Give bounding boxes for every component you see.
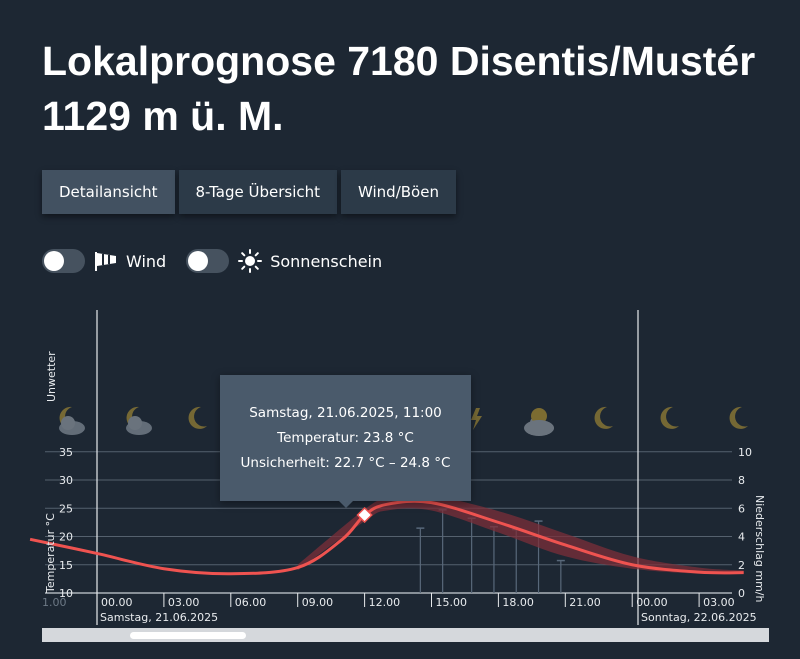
x-tick-label: 12.00 [369, 596, 401, 609]
chart-tooltip: Samstag, 21.06.2025, 11:00 Temperatur: 2… [220, 375, 471, 501]
right-tick-label: 6 [738, 502, 745, 515]
partly-cloudy-night-icon [59, 406, 85, 435]
temperature-line [29, 499, 744, 576]
right-tick-label: 2 [738, 559, 745, 572]
sun-toggle-knob [188, 251, 209, 271]
highlight-marker [356, 506, 373, 524]
page-title-line1: Lokalprognose 7180 Disentis/Mustér [42, 38, 756, 84]
partly-cloudy-icon [524, 408, 554, 436]
page-title-line2: 1129 m ü. M. [42, 93, 284, 139]
page-title: Lokalprognose 7180 Disentis/Mustér 1129 … [42, 34, 755, 144]
chart-labels: Unwetter Temperatur °C Niederschlag mm/h [44, 351, 766, 603]
day-label: Sonntag, 22.06.2025 [641, 611, 757, 624]
tooltip-arrow [338, 500, 354, 508]
left-tick-label: 20 [59, 531, 73, 544]
temperature-series [29, 499, 744, 576]
temperature-axis-label: Temperatur °C [44, 513, 57, 594]
moon-icon [594, 406, 613, 429]
wind-toggle[interactable] [42, 249, 85, 273]
left-tick-label: 30 [59, 474, 73, 487]
sun-toggle-label: Sonnenschein [270, 251, 383, 271]
scrollbar-thumb[interactable] [130, 632, 246, 639]
precipitation-axis-label: Niederschlag mm/h [753, 495, 766, 602]
wind-toggle-label: Wind [126, 251, 167, 271]
x-tick-label: 03.00 [168, 596, 200, 609]
x-tick-label: 03.00 [703, 596, 735, 609]
left-tick-label: 15 [59, 559, 73, 572]
weather-icons [59, 406, 748, 436]
x-tick-label: 06.00 [235, 596, 266, 609]
uncertainty-area [297, 495, 744, 575]
chart-toggles: Wind Sonnenschein [42, 249, 402, 273]
tab-detailansicht[interactable]: Detailansicht [42, 170, 175, 214]
x-tick-label: 15.00 [436, 596, 468, 609]
left-tick-label: 10 [59, 587, 73, 600]
right-tick-label: 10 [738, 446, 752, 459]
tab-8-tage-uebersicht[interactable]: 8-Tage Übersicht [178, 170, 337, 214]
moon-icon [660, 406, 679, 429]
right-tick-label: 4 [738, 531, 745, 544]
tab-wind-boeen[interactable]: Wind/Böen [341, 170, 456, 214]
left-tick-label: 35 [59, 446, 73, 459]
moon-icon [729, 406, 748, 429]
uncertainty-band [297, 495, 744, 575]
x-tick-label: 18.00 [502, 596, 534, 609]
right-tick-label: 8 [738, 474, 745, 487]
wind-toggle-knob [44, 251, 64, 271]
unwetter-label: Unwetter [45, 351, 58, 402]
moon-icon [188, 406, 207, 429]
x-tick-label: 00.00 [636, 596, 668, 609]
cloudy-night-icon [126, 406, 152, 435]
x-tick-label: 09.00 [302, 596, 334, 609]
left-tick-label: 25 [59, 502, 73, 515]
chart-scrollbar[interactable] [42, 628, 769, 642]
sun-toggle[interactable] [186, 249, 230, 273]
cut-off-tick-label: 1.00 [42, 596, 67, 609]
sun-icon [238, 249, 263, 273]
tooltip-uncertainty: Unsicherheit: 22.7 °C – 24.8 °C [240, 454, 451, 471]
x-tick-label: 21.00 [569, 596, 601, 609]
view-tabs: Detailansicht 8-Tage Übersicht Wind/Böen [42, 170, 456, 214]
thunderstorm-icon [471, 408, 482, 430]
tooltip-datetime: Samstag, 21.06.2025, 11:00 [249, 404, 442, 421]
tooltip-temperature: Temperatur: 23.8 °C [277, 429, 414, 446]
day-label: Samstag, 21.06.2025 [100, 611, 218, 624]
windsock-icon [94, 250, 118, 272]
right-tick-label: 0 [738, 587, 745, 600]
x-tick-label: 00.00 [101, 596, 133, 609]
